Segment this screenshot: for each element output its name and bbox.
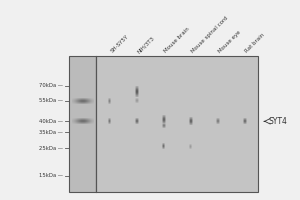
Bar (69, 56, 96, 192)
Text: 40kDa —: 40kDa — (39, 119, 63, 124)
Text: 15kDa —: 15kDa — (39, 173, 63, 178)
Text: 70kDa —: 70kDa — (39, 83, 63, 88)
Text: Mouse spinal cord: Mouse spinal cord (190, 15, 229, 54)
Text: Rat brain: Rat brain (244, 33, 266, 54)
Text: 25kDa —: 25kDa — (39, 146, 63, 151)
Text: 35kDa —: 35kDa — (39, 130, 63, 135)
Text: 55kDa —: 55kDa — (39, 98, 63, 103)
Text: NIH/3T3: NIH/3T3 (136, 35, 156, 54)
Bar (96, 56, 258, 192)
Text: Mouse eye: Mouse eye (218, 30, 242, 54)
Text: Mouse brain: Mouse brain (164, 27, 191, 54)
Text: SYT4: SYT4 (268, 117, 287, 126)
Text: SH-SY5Y: SH-SY5Y (110, 34, 129, 54)
